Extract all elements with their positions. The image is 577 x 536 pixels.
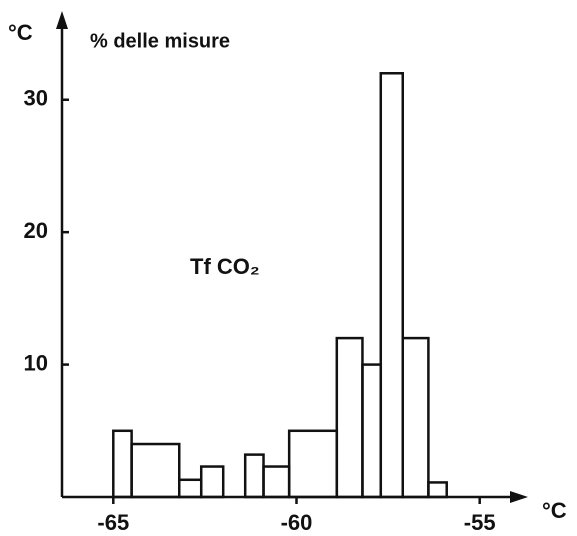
x-axis-label: °C	[542, 498, 567, 523]
y-axis-label: % delle misure	[90, 30, 230, 52]
bar	[112, 429, 133, 499]
y-tick-label: 10	[24, 350, 48, 375]
x-axis-arrow	[510, 491, 528, 503]
x-tick-label: -55	[464, 510, 496, 535]
bar	[287, 429, 339, 499]
x-tick-label: -60	[281, 510, 313, 535]
y-axis-arrow	[56, 11, 68, 29]
bar	[243, 453, 265, 499]
bar	[427, 481, 448, 499]
bar	[130, 442, 181, 499]
x-tick-label: -65	[97, 510, 129, 535]
bar	[199, 465, 225, 499]
bar	[262, 465, 291, 499]
y-tick-label: 30	[24, 86, 48, 111]
bar	[379, 72, 405, 499]
annotation: Tf CO₂	[190, 254, 260, 279]
y-tick-label: 20	[24, 218, 48, 243]
bar	[335, 336, 364, 499]
bar	[177, 478, 203, 499]
bar	[401, 336, 430, 499]
y-unit-label: °C	[8, 20, 33, 45]
bar	[361, 363, 383, 499]
